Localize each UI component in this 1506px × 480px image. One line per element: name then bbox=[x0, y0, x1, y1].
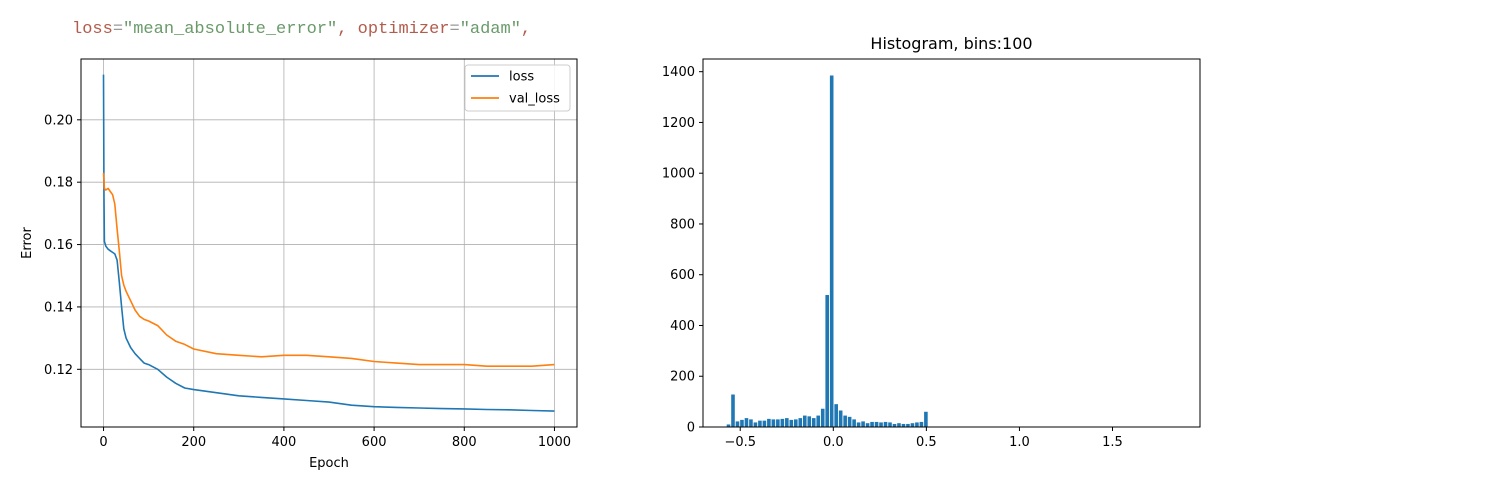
histogram-y-tick-label: 1000 bbox=[662, 167, 695, 182]
histogram-bar bbox=[901, 423, 906, 427]
histogram-y-tick-label: 1200 bbox=[662, 116, 695, 131]
loss-chart-grid bbox=[81, 59, 577, 427]
histogram-bar bbox=[762, 420, 767, 427]
series-line-loss bbox=[102, 74, 555, 412]
histogram-bar bbox=[865, 423, 870, 427]
histogram-bar bbox=[798, 418, 803, 427]
loss-chart-y-label: Error bbox=[20, 227, 35, 259]
histogram-bar bbox=[919, 421, 924, 427]
legend-label-val-loss: val_loss bbox=[509, 92, 560, 107]
histogram-bar bbox=[883, 421, 888, 427]
loss-chart-x-tick-label: 0 bbox=[99, 435, 107, 450]
histogram-y-tick-label: 200 bbox=[670, 370, 695, 385]
code-token: = bbox=[112, 20, 124, 39]
histogram-bar bbox=[753, 422, 758, 427]
histogram-bar bbox=[843, 415, 847, 427]
histogram-bar bbox=[758, 420, 762, 427]
loss-chart-x-tick-label: 800 bbox=[452, 435, 477, 450]
histogram-bar bbox=[811, 418, 816, 427]
histogram-bars bbox=[726, 75, 928, 427]
loss-chart-y-tick-label: 0.16 bbox=[44, 238, 73, 253]
code-token: loss bbox=[72, 20, 113, 39]
histogram-bar bbox=[888, 422, 892, 427]
histogram-title: Histogram, bins:100 bbox=[870, 34, 1032, 53]
histogram-bar bbox=[915, 422, 919, 427]
loss-chart-x-tick-label: 400 bbox=[271, 435, 296, 450]
histogram-bar bbox=[825, 295, 829, 427]
histogram-bar bbox=[740, 419, 744, 427]
histogram-x-tick-label: 0.5 bbox=[916, 435, 937, 450]
code-token: , bbox=[337, 20, 358, 39]
histogram-y-tick-label: 600 bbox=[670, 268, 695, 283]
histogram-bar bbox=[924, 411, 928, 427]
code-token: = bbox=[449, 20, 460, 39]
loss-chart-frame bbox=[80, 58, 578, 428]
histogram-x-tick-label: −0.5 bbox=[724, 435, 756, 450]
histogram-y-tick-label: 0 bbox=[687, 421, 695, 436]
histogram-bar bbox=[910, 423, 915, 427]
histogram-bar bbox=[829, 75, 834, 427]
histogram-bar bbox=[776, 419, 780, 427]
loss-chart-x-label: Epoch bbox=[309, 456, 349, 471]
histogram-bar bbox=[870, 421, 874, 427]
histogram-bar bbox=[861, 421, 865, 427]
loss-chart-y-tick-label: 0.12 bbox=[44, 363, 73, 378]
histogram-chart: Histogram, bins:100 −0.5 0.0 0.5 1.0 1.5 0 20… bbox=[662, 34, 1201, 450]
histogram-bar bbox=[767, 418, 771, 427]
loss-chart-plot-area bbox=[81, 59, 577, 427]
histogram-bar bbox=[726, 424, 731, 427]
histogram-bar bbox=[807, 416, 812, 427]
histogram-bar bbox=[897, 423, 901, 427]
histogram-bar bbox=[785, 418, 789, 427]
code-token: optimizer bbox=[357, 20, 450, 39]
code-snippet-text: loss="mean_absolute_error", optimizer="a… bbox=[72, 20, 531, 39]
loss-chart-y-tick-label: 0.18 bbox=[44, 176, 73, 191]
histogram-bar bbox=[906, 423, 910, 427]
loss-chart: 0 200 400 600 800 1000 0.12 0.14 0.16 0.18 0.20 E… bbox=[20, 58, 578, 471]
loss-chart-series bbox=[102, 74, 555, 412]
histogram-y-tick-label: 1400 bbox=[662, 65, 695, 80]
histogram-bar bbox=[735, 421, 740, 427]
loss-chart-x-ticks: 0 200 400 600 800 1000 bbox=[99, 427, 571, 450]
loss-chart-x-tick-label: 600 bbox=[362, 435, 387, 450]
histogram-bar bbox=[731, 394, 735, 427]
histogram-bar bbox=[856, 422, 861, 427]
histogram-bar bbox=[874, 421, 879, 427]
loss-chart-x-tick-label: 1000 bbox=[538, 435, 571, 450]
histogram-bar bbox=[892, 423, 897, 427]
code-token: "mean_absolute_error" bbox=[123, 20, 338, 39]
histogram-x-tick-label: 1.5 bbox=[1102, 435, 1123, 450]
histogram-bar bbox=[838, 410, 843, 427]
histogram-bar bbox=[802, 415, 807, 427]
loss-chart-y-ticks: 0.12 0.14 0.16 0.18 0.20 bbox=[44, 113, 81, 378]
histogram-bar bbox=[816, 415, 821, 427]
histogram-bar bbox=[744, 418, 749, 427]
histogram-x-tick-label: 0.0 bbox=[823, 435, 844, 450]
series-line-val-loss bbox=[102, 172, 555, 368]
histogram-bar bbox=[749, 419, 753, 427]
code-token: "adam" bbox=[459, 20, 521, 39]
histogram-frame bbox=[702, 58, 1201, 428]
loss-chart-legend: loss val_loss bbox=[464, 64, 571, 112]
histogram-bar bbox=[820, 408, 825, 427]
histogram-y-ticks: 0 200 400 600 800 1000 1200 1400 bbox=[662, 65, 703, 436]
loss-chart-x-tick-label: 200 bbox=[181, 435, 206, 450]
code-token: , bbox=[520, 20, 532, 39]
histogram-y-tick-label: 800 bbox=[670, 217, 695, 232]
histogram-bar bbox=[771, 419, 776, 427]
histogram-bar bbox=[847, 416, 852, 427]
loss-chart-y-tick-label: 0.20 bbox=[44, 113, 73, 128]
histogram-bar bbox=[852, 419, 856, 427]
histogram-bar bbox=[834, 404, 838, 427]
legend-label-loss: loss bbox=[509, 70, 534, 85]
histogram-bar bbox=[794, 419, 798, 427]
histogram-x-tick-label: 1.0 bbox=[1009, 435, 1030, 450]
histogram-bar bbox=[780, 418, 785, 427]
histogram-y-tick-label: 400 bbox=[670, 319, 695, 334]
histogram-x-ticks: −0.5 0.0 0.5 1.0 1.5 bbox=[724, 427, 1123, 450]
histogram-bar bbox=[789, 419, 794, 427]
histogram-bar bbox=[879, 422, 883, 427]
loss-chart-y-tick-label: 0.14 bbox=[44, 300, 73, 315]
